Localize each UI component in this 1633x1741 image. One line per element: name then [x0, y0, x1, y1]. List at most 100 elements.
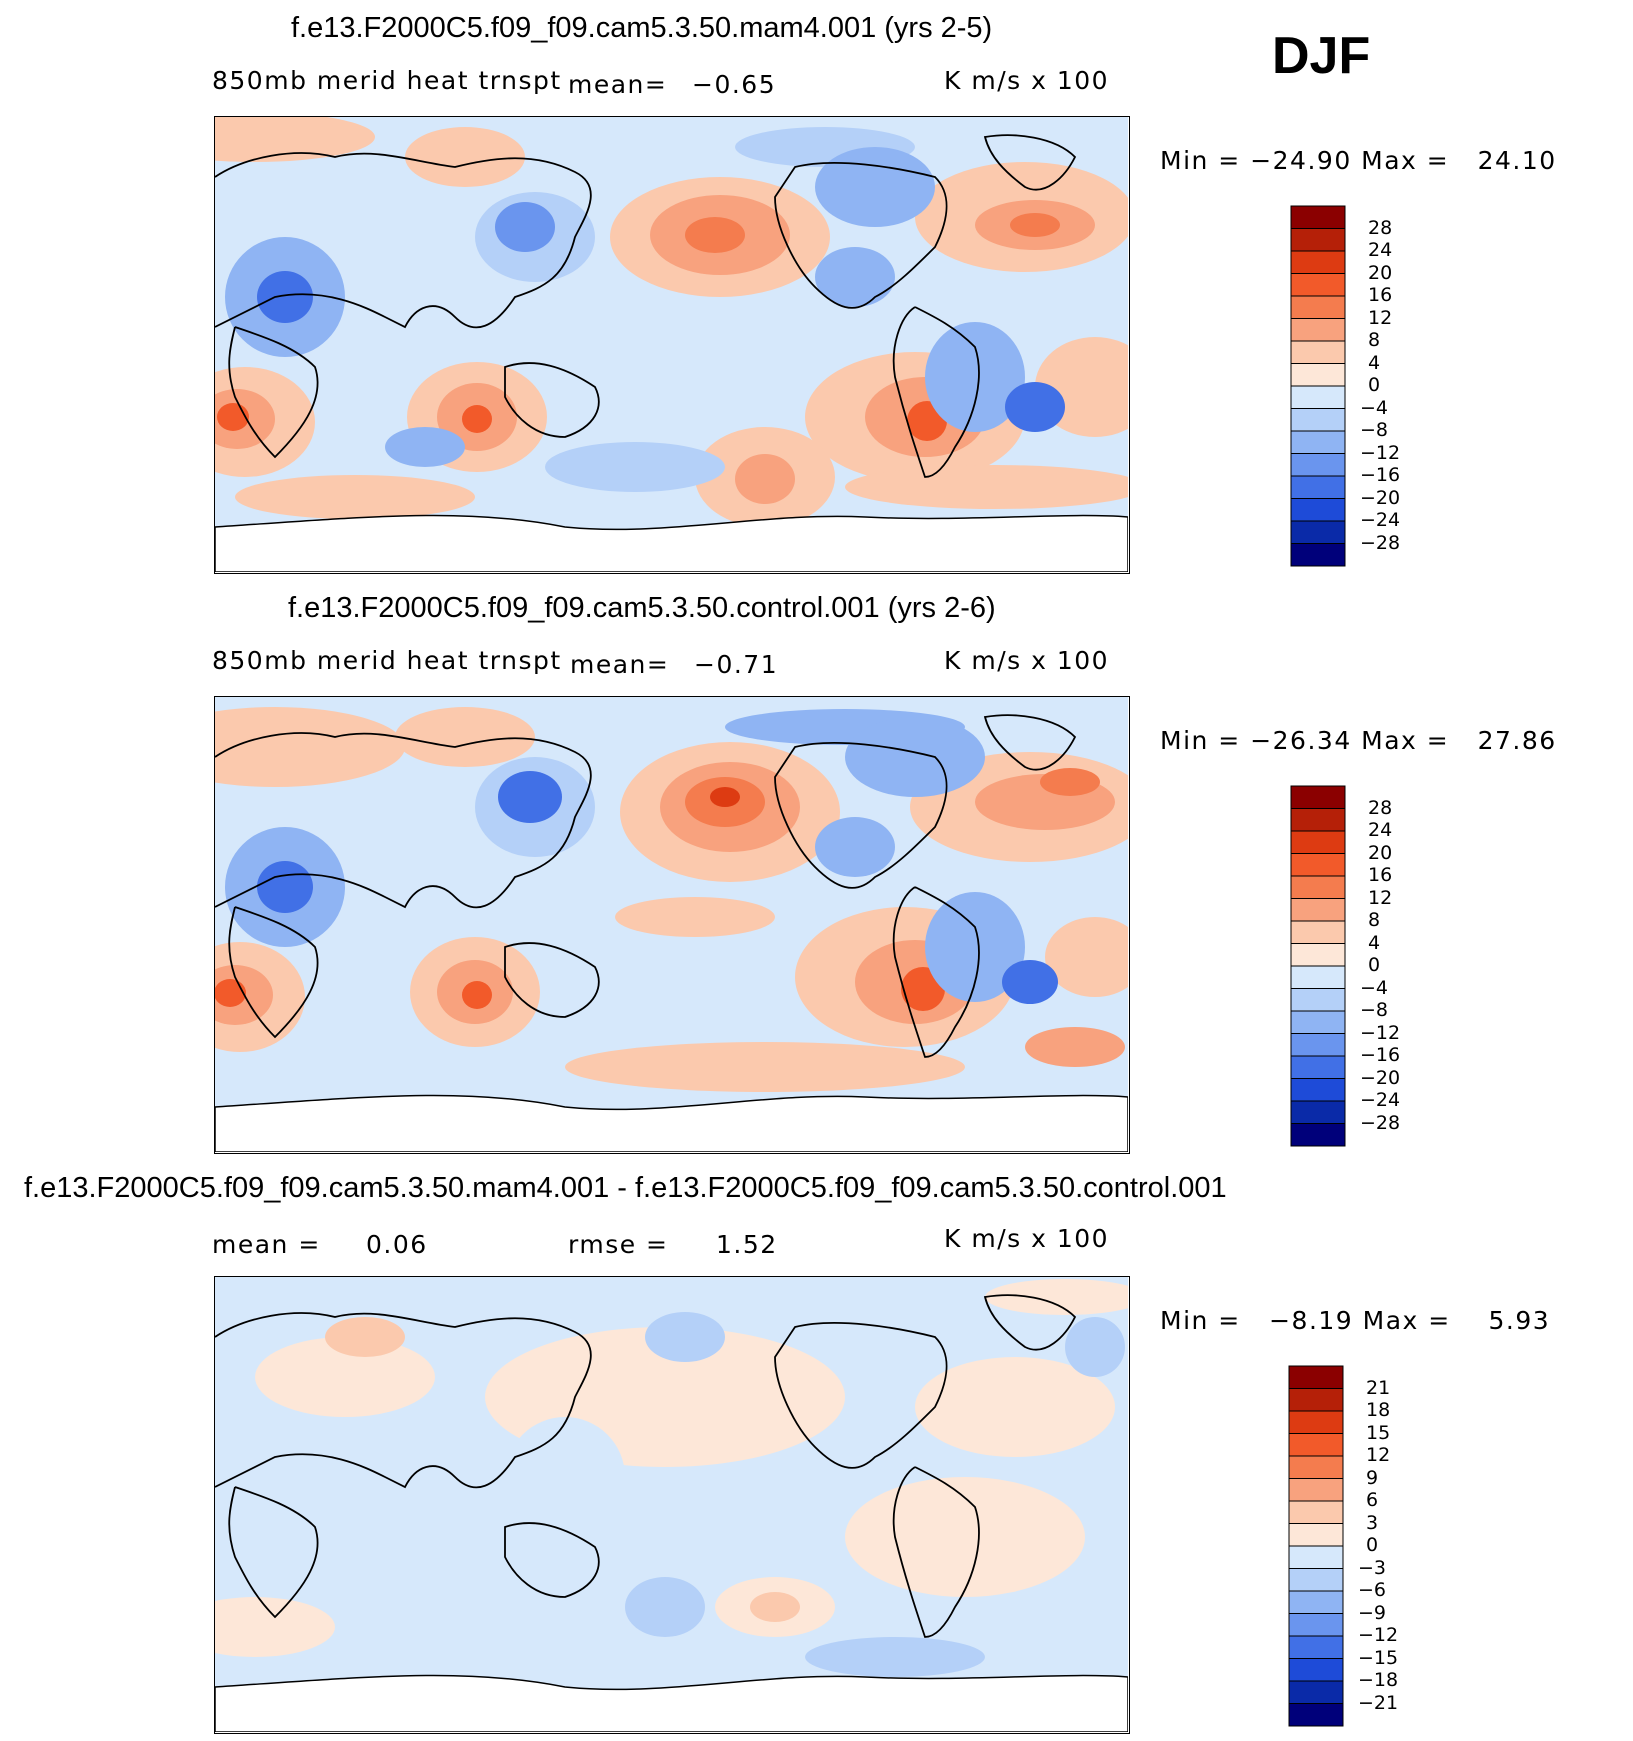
- colorbar-tick-label: −24: [1360, 509, 1401, 531]
- colorbar-tick-label: −24: [1360, 1089, 1401, 1111]
- colorbar-tick-label: −18: [1358, 1669, 1399, 1691]
- colorbar-swatch: [1288, 1478, 1344, 1502]
- colorbar-tick-label: −12: [1360, 441, 1401, 464]
- panel-3-colorbar: [1288, 1365, 1344, 1732]
- colorbar-swatch: [1290, 785, 1346, 809]
- panel-3-mean-value: 0.06: [366, 1230, 428, 1259]
- colorbar-swatch: [1290, 1055, 1346, 1079]
- colorbar-tick-label: 8: [1368, 329, 1381, 351]
- colorbar-swatch: [1288, 1545, 1344, 1569]
- colorbar-tick-label: −12: [1358, 1624, 1399, 1646]
- colorbar-tick-label: 16: [1368, 284, 1393, 306]
- colorbar-tick-label: −12: [1360, 1021, 1401, 1044]
- colorbar-tick-label: 0: [1368, 374, 1381, 396]
- colorbar-swatch: [1290, 808, 1346, 832]
- colorbar-tick-label: 12: [1368, 306, 1393, 329]
- colorbar-tick-label: 20: [1368, 841, 1393, 864]
- colorbar-swatch: [1290, 453, 1346, 477]
- colorbar-tick-label: −15: [1358, 1646, 1399, 1669]
- colorbar-tick-label: −8: [1360, 419, 1389, 441]
- colorbar-tick-label: −16: [1360, 1044, 1401, 1066]
- colorbar-swatch: [1290, 273, 1346, 297]
- panel-2-units: K m/s x 100: [944, 646, 1110, 675]
- colorbar-tick-label: 0: [1366, 1534, 1379, 1556]
- colorbar-tick-label: 24: [1368, 239, 1393, 261]
- panel-1-variable: 850mb merid heat trnspt: [212, 66, 562, 95]
- colorbar-swatch: [1288, 1658, 1344, 1682]
- colorbar-swatch: [1290, 295, 1346, 319]
- colorbar-tick-label: 21: [1366, 1376, 1391, 1399]
- colorbar-swatch: [1288, 1500, 1344, 1524]
- colorbar-swatch: [1288, 1455, 1344, 1479]
- panel-2-colorbar: [1290, 785, 1346, 1152]
- colorbar-tick-label: 12: [1368, 886, 1393, 909]
- colorbar-tick-label: −16: [1360, 464, 1401, 486]
- season-label: DJF: [1272, 27, 1371, 85]
- colorbar-swatch: [1288, 1365, 1344, 1389]
- panel-2-title: f.e13.F2000C5.f09_f09.cam5.3.50.control.…: [288, 592, 996, 624]
- colorbar-tick-label: −20: [1360, 1066, 1401, 1089]
- panel-3-map: [214, 1276, 1130, 1734]
- colorbar-swatch: [1290, 1123, 1346, 1147]
- panel-3-mean-label: mean =: [212, 1230, 321, 1259]
- colorbar-swatch: [1290, 498, 1346, 522]
- colorbar-swatch: [1290, 205, 1346, 229]
- colorbar-swatch: [1290, 830, 1346, 854]
- colorbar-swatch: [1290, 1010, 1346, 1034]
- colorbar-tick-label: −28: [1360, 1111, 1401, 1134]
- colorbar-swatch: [1290, 988, 1346, 1012]
- colorbar-tick-label: 20: [1368, 261, 1393, 284]
- colorbar-swatch: [1288, 1635, 1344, 1659]
- colorbar-tick-label: 4: [1368, 351, 1381, 374]
- colorbar-tick-label: −8: [1360, 999, 1389, 1021]
- colorbar-swatch: [1290, 1100, 1346, 1124]
- colorbar-swatch: [1288, 1410, 1344, 1434]
- colorbar-swatch: [1290, 363, 1346, 387]
- colorbar-tick-label: −6: [1358, 1579, 1387, 1601]
- panel-2-variable: 850mb merid heat trnspt: [212, 646, 562, 675]
- colorbar-swatch: [1290, 520, 1346, 544]
- colorbar-swatch: [1290, 318, 1346, 342]
- colorbar-swatch: [1290, 340, 1346, 364]
- colorbar-swatch: [1290, 875, 1346, 899]
- colorbar-tick-label: 6: [1366, 1489, 1379, 1511]
- colorbar-tick-label: −9: [1358, 1601, 1387, 1624]
- colorbar-swatch: [1290, 920, 1346, 944]
- colorbar-swatch: [1290, 475, 1346, 499]
- colorbar-tick-label: 16: [1368, 864, 1393, 886]
- colorbar-swatch: [1288, 1388, 1344, 1412]
- colorbar-swatch: [1290, 250, 1346, 274]
- colorbar-swatch: [1290, 228, 1346, 252]
- colorbar-tick-label: 4: [1368, 931, 1381, 954]
- panel-1-units: K m/s x 100: [944, 66, 1110, 95]
- colorbar-tick-label: −4: [1360, 396, 1389, 419]
- colorbar-swatch: [1288, 1680, 1344, 1704]
- panel-1-mean-value: −0.65: [692, 70, 777, 99]
- panel-3-units: K m/s x 100: [944, 1224, 1110, 1253]
- colorbar-swatch: [1288, 1590, 1344, 1614]
- colorbar-swatch: [1290, 385, 1346, 409]
- colorbar-swatch: [1290, 543, 1346, 567]
- panel-2-mean-value: −0.71: [694, 650, 779, 679]
- colorbar-swatch: [1288, 1703, 1344, 1727]
- colorbar-tick-label: 3: [1366, 1511, 1379, 1534]
- colorbar-swatch: [1290, 1078, 1346, 1102]
- colorbar-swatch: [1290, 1033, 1346, 1057]
- colorbar-tick-label: 18: [1366, 1399, 1391, 1421]
- colorbar-swatch: [1290, 943, 1346, 967]
- colorbar-swatch: [1288, 1523, 1344, 1547]
- panel-2-map: [214, 696, 1130, 1154]
- panel-3-rmse-value: 1.52: [716, 1230, 778, 1259]
- colorbar-tick-label: −28: [1360, 531, 1401, 554]
- colorbar-tick-label: 28: [1368, 796, 1393, 819]
- panel-3-minmax: Min = −8.19 Max = 5.93: [1160, 1306, 1551, 1335]
- panel-1-mean-label: mean=: [568, 70, 668, 99]
- colorbar-swatch: [1288, 1613, 1344, 1637]
- panel-3-rmse-label: rmse =: [568, 1230, 669, 1259]
- panel-2-mean-label: mean=: [570, 650, 670, 679]
- colorbar-tick-label: 12: [1366, 1444, 1391, 1466]
- colorbar-tick-label: 28: [1368, 216, 1393, 239]
- colorbar-tick-label: 9: [1366, 1466, 1379, 1489]
- colorbar-tick-label: −21: [1358, 1691, 1399, 1714]
- colorbar-tick-label: −3: [1358, 1556, 1387, 1579]
